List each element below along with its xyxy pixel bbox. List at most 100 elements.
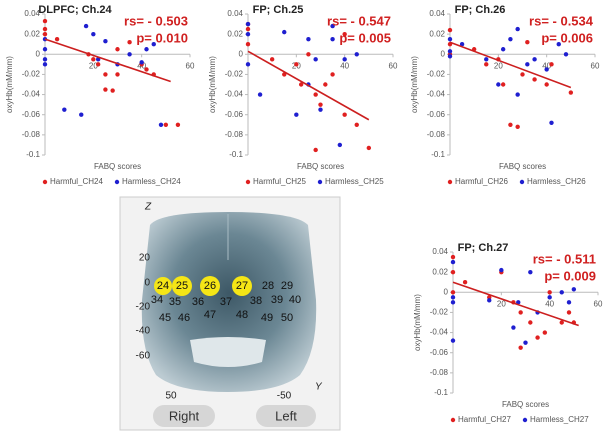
y-tick-label: 0 [441, 49, 446, 58]
brain-stem [190, 337, 266, 367]
scatter-point [306, 52, 311, 57]
scatter-point [354, 52, 359, 57]
legend-label: Harmless_CH27 [530, 415, 589, 424]
y-tick-label: 0.04 [432, 247, 448, 256]
x-tick-label: 40 [545, 299, 554, 308]
scatter-point [500, 82, 506, 87]
legend-label: Harmful_CH25 [253, 177, 306, 186]
scatter-point [484, 62, 489, 67]
brain-diagram: Z Y 20 0 -20 -40 -60 50 -50 24 25 26 27 28 29 34 35 36 37 3… [119, 196, 341, 431]
scatter-point [318, 102, 323, 107]
channel-label: 39 [271, 294, 283, 306]
scatter-point [42, 26, 48, 32]
y-tick-label: 0.02 [432, 267, 448, 276]
scatter-point [496, 82, 501, 87]
y-tick-label: -0.1 [431, 150, 445, 159]
annotation: rs= - 0.547 [327, 13, 391, 28]
trend-line [247, 50, 370, 121]
scatter-point [532, 77, 537, 82]
scatter-point [547, 295, 552, 300]
channel-label: 36 [192, 296, 204, 308]
x-tick-label: 20 [497, 299, 506, 308]
scatter-point [42, 31, 48, 37]
y-tick-label: 0 [36, 49, 41, 58]
chart-title: DLPFC; Ch.24 [38, 4, 112, 16]
scatter-point [515, 92, 520, 97]
y-tick-label: -0.06 [427, 110, 446, 119]
y-axis-label: oxyHb(mM/mm) [5, 56, 14, 113]
scatter-point [500, 47, 506, 52]
channel-label: 34 [151, 294, 163, 306]
annotation: rs= - 0.534 [529, 13, 594, 28]
y-tick-label: -0.1 [434, 388, 448, 397]
scatter-point [450, 259, 456, 265]
scatter-point [523, 340, 528, 345]
channel-label: 35 [169, 296, 181, 308]
scatter-point [95, 62, 101, 67]
scatter-point [62, 107, 67, 112]
scatter-point [518, 345, 523, 350]
scatter-point [330, 72, 335, 77]
z-tick-label: -60 [136, 351, 151, 362]
scatter-point [528, 269, 533, 275]
annotation: p= 0.005 [339, 30, 391, 45]
x-axis-label: FABQ scores [94, 162, 141, 171]
scatter-point [269, 57, 275, 62]
scatter-point [151, 42, 156, 47]
scatter-point [515, 26, 520, 32]
y-tick-label: -50 [277, 391, 292, 402]
y-tick-label: -0.08 [22, 130, 41, 139]
channel-label: 27 [236, 280, 248, 292]
scatter-point [525, 40, 530, 45]
scatter-point [110, 88, 115, 93]
scatter-point [559, 320, 564, 325]
scatter-point [144, 67, 149, 72]
channel-label: 24 [157, 280, 169, 292]
scatter-point [42, 57, 48, 62]
scatter-point [528, 320, 533, 325]
y-axis-label: oxyHb(mM/mm) [410, 56, 419, 113]
y-tick-label: -0.04 [430, 328, 449, 337]
scatter-point [313, 92, 318, 97]
side-label: Right [169, 408, 200, 423]
y-tick-label: -0.1 [26, 150, 40, 159]
scatter-point [566, 300, 572, 305]
scatter-point [450, 269, 456, 275]
y-tick-label: -0.04 [22, 90, 41, 99]
channel-label: 28 [262, 280, 274, 292]
scatter-point [450, 300, 456, 305]
scatter-point [245, 21, 251, 27]
channel-label: 40 [289, 294, 301, 306]
side-badge [256, 405, 316, 427]
scatter-point [532, 57, 537, 62]
y-tick-label: -0.08 [225, 130, 244, 139]
highlight-channel [232, 276, 252, 296]
scatter-point [127, 40, 132, 45]
scatter-point [163, 122, 169, 127]
annotation: rs= - 0.503 [124, 13, 188, 28]
scatter-point [354, 122, 359, 127]
scatter-point [447, 27, 453, 33]
scatter-point [91, 31, 96, 37]
y-axis-label: Y [315, 382, 323, 393]
legend-marker [114, 179, 120, 185]
scatter-point [323, 82, 328, 87]
scatter-point [245, 42, 251, 47]
scatter-point [282, 29, 287, 35]
scatter-point [568, 90, 574, 95]
legend-marker [447, 179, 453, 185]
scatter-point [294, 62, 299, 67]
y-tick-label: 0 [444, 287, 449, 296]
scatter-point [103, 38, 108, 44]
legend-marker [522, 417, 528, 423]
scatter-point [462, 280, 468, 285]
scatter-point [549, 120, 554, 125]
annotation: p= 0.009 [544, 268, 596, 283]
scatter-point [158, 122, 164, 127]
scatter-point [525, 62, 530, 67]
scatter-point [511, 325, 516, 330]
annotation: p= 0.006 [541, 30, 593, 45]
y-tick-label: -0.04 [225, 90, 244, 99]
scatter-point [508, 36, 513, 42]
y-tick-label: -0.02 [430, 308, 449, 317]
